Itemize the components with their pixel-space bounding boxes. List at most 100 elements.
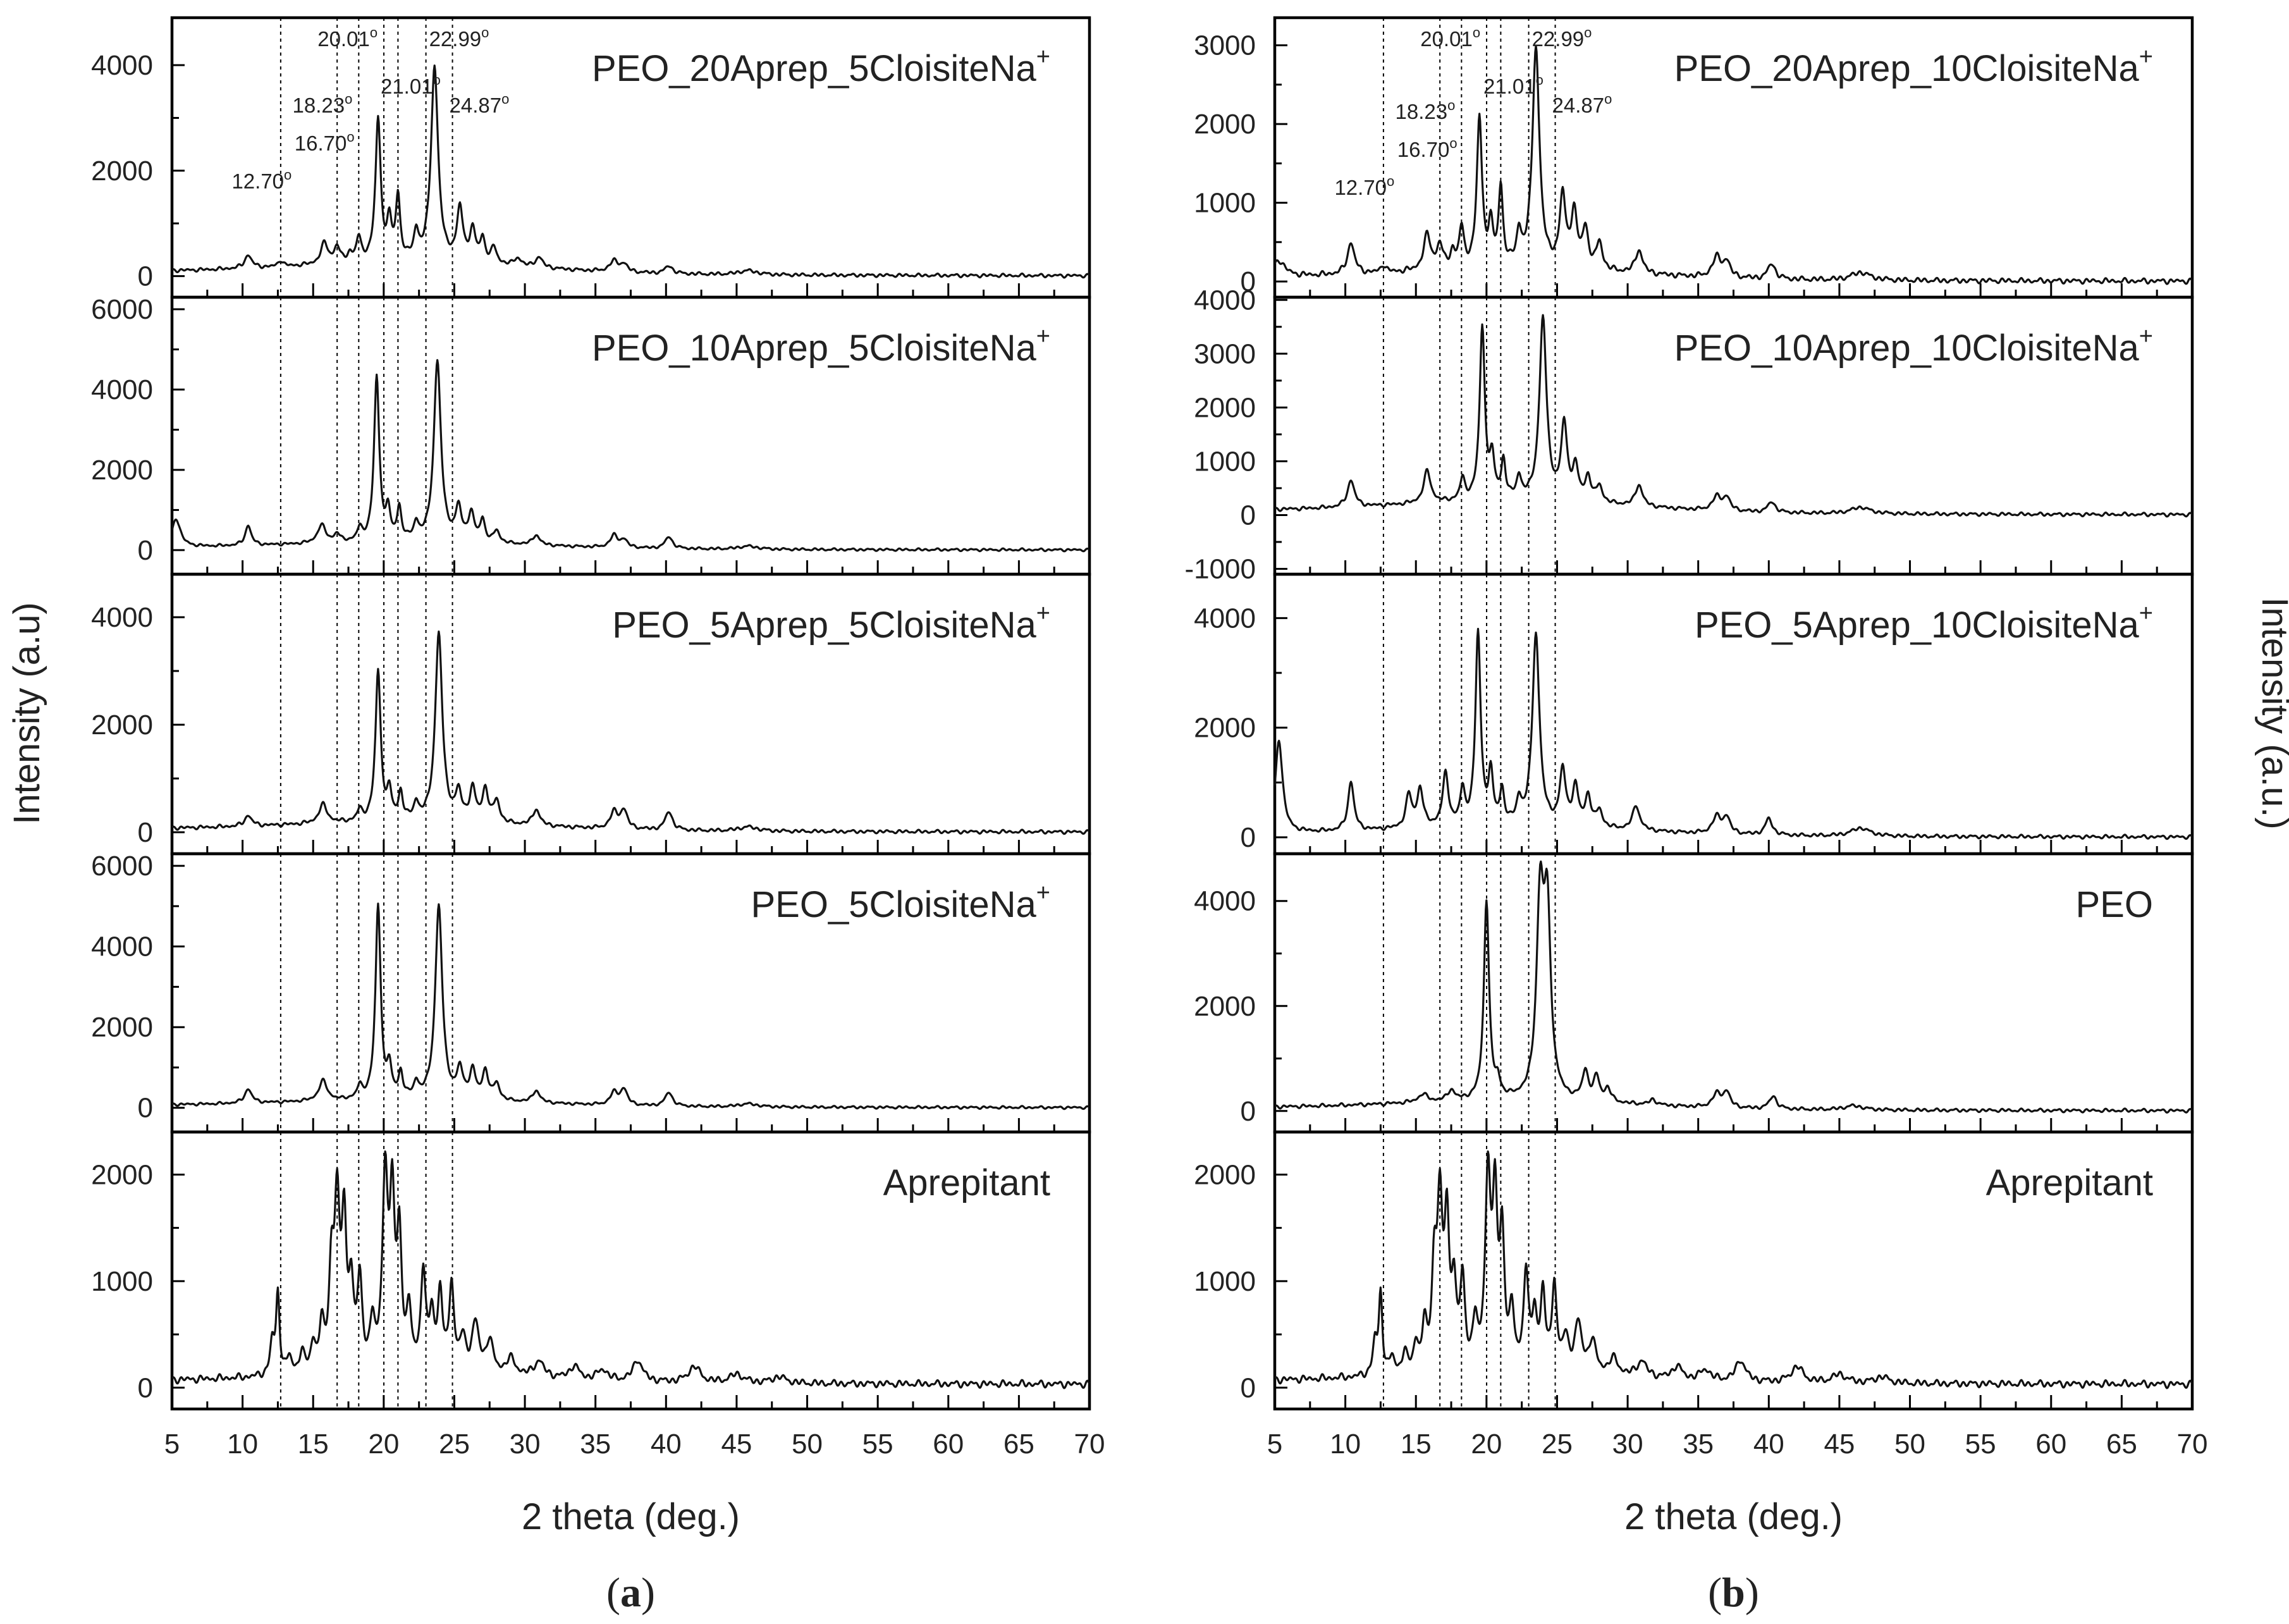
x-tick-label: 30 <box>510 1429 541 1460</box>
panel-letter-text: b <box>1722 1570 1745 1616</box>
peak-label: 21.01o <box>381 72 441 98</box>
peak-label-degree: o <box>501 91 509 107</box>
y-tick-label: 6000 <box>91 851 153 882</box>
subplot-2: -1000 0 1000 2000 3000 4000 PEO_10Aprep_10Cloi… <box>1184 285 2194 584</box>
y-tick-label: 2000 <box>1194 1159 1256 1190</box>
peak-label: 24.87o <box>1552 91 1612 117</box>
series-label: PEO_5Aprep_5CloisiteNa+ <box>612 600 1050 646</box>
panel-letter: (b) <box>1708 1570 1759 1616</box>
y-tick-label: 4000 <box>91 932 153 963</box>
x-tick-label: 45 <box>721 1429 752 1460</box>
x-tick-label: 20 <box>368 1429 399 1460</box>
series-label: PEO <box>2076 884 2154 925</box>
peak-label-degree: o <box>1473 25 1480 40</box>
peak-label: 18.23o <box>292 91 352 117</box>
peak-label-degree: o <box>1536 72 1543 88</box>
x-tick-label: 40 <box>1753 1429 1784 1460</box>
y-tick-label: 0 <box>138 535 153 566</box>
peak-label-degree: o <box>1584 25 1592 40</box>
peak-label: 16.70o <box>1397 135 1457 161</box>
x-tick-label: 20 <box>1471 1429 1502 1460</box>
y-tick-label: 0 <box>138 1372 153 1403</box>
subplot-5: 0 1000 2000 Aprepitant <box>91 1130 1091 1411</box>
y-tick-label: 0 <box>1241 500 1256 531</box>
y-tick-label: 0 <box>1241 822 1256 853</box>
subplot-4: 0 2000 4000 PEO <box>1194 852 2194 1134</box>
series-line <box>171 902 1090 1110</box>
peak-label-degree: o <box>481 25 489 40</box>
series-label-sup: + <box>1036 323 1050 350</box>
y-tick-label: 2000 <box>1194 713 1256 744</box>
series-line <box>1274 860 2194 1114</box>
peak-label-degree: o <box>1604 91 1612 107</box>
x-tick-label: 35 <box>1683 1429 1714 1460</box>
subplot-4: 0 2000 4000 6000 PEO_5CloisiteNa+ <box>91 851 1091 1134</box>
peak-label: 18.23o <box>1395 97 1455 123</box>
y-tick-label: 4000 <box>1194 886 1256 917</box>
x-tick-label: 70 <box>1074 1429 1105 1460</box>
x-axis-title: 2 theta (deg.) <box>522 1496 740 1537</box>
series-label-sup: + <box>1036 600 1050 627</box>
y-tick-label: 4000 <box>91 602 153 633</box>
y-tick-label: 0 <box>1241 1096 1256 1127</box>
peak-label-degree: o <box>1447 97 1455 113</box>
y-tick-label: 2000 <box>91 710 153 741</box>
y-tick-label: 2000 <box>91 156 153 187</box>
y-tick-label: 3000 <box>1194 338 1256 369</box>
x-tick-label: 60 <box>2035 1429 2066 1460</box>
panel-letter-close: ) <box>641 1570 655 1616</box>
peak-label: 16.70o <box>295 129 355 155</box>
y-tick-label: 0 <box>138 261 153 292</box>
y-tick-label: 4000 <box>1194 285 1256 316</box>
x-tick-label: 50 <box>1894 1429 1925 1460</box>
series-line <box>171 359 1090 553</box>
panel-letter-open: ( <box>1708 1570 1722 1616</box>
series-line <box>1273 627 2194 840</box>
x-tick-label: 25 <box>1542 1429 1573 1460</box>
series-label: PEO_10Aprep_10CloisiteNa+ <box>1674 323 2153 369</box>
x-tick-label: 65 <box>2106 1429 2137 1460</box>
y-tick-label: -1000 <box>1184 553 1256 584</box>
x-tick-label: 15 <box>298 1429 329 1460</box>
peak-label: 20.01o <box>317 25 377 51</box>
peak-label: 12.70o <box>1334 173 1394 199</box>
peak-label: 12.70o <box>231 167 291 193</box>
x-tick-label: 60 <box>933 1429 964 1460</box>
series-line <box>171 631 1091 835</box>
x-tick-label: 10 <box>227 1429 258 1460</box>
series-line <box>1273 44 2194 285</box>
x-tick-label: 35 <box>580 1429 611 1460</box>
y-tick-label: 6000 <box>91 294 153 325</box>
peak-label: 20.01o <box>1420 25 1480 51</box>
y-tick-label: 1000 <box>1194 446 1256 477</box>
panel-letter-text: a <box>620 1570 641 1616</box>
y-tick-label: 4000 <box>1194 603 1256 634</box>
series-label: PEO_5CloisiteNa+ <box>751 880 1050 925</box>
series-label-sup: + <box>2139 600 2153 627</box>
subplot-3: 0 2000 4000 PEO_5Aprep_10CloisiteNa+ <box>1194 572 2194 856</box>
peak-label-degree: o <box>433 72 441 88</box>
peak-label-degree: o <box>345 91 352 107</box>
x-tick-label: 45 <box>1824 1429 1855 1460</box>
series-label: PEO_20Aprep_5CloisiteNa+ <box>592 44 1050 89</box>
y-tick-label: 2000 <box>91 1012 153 1043</box>
y-tick-label: 2000 <box>1194 991 1256 1022</box>
y-axis-title: Intensity (a.u.) <box>2254 597 2289 829</box>
x-tick-label: 30 <box>1612 1429 1643 1460</box>
series-label: PEO_10Aprep_5CloisiteNa+ <box>592 323 1050 369</box>
peak-label: 22.99o <box>1532 25 1592 51</box>
y-tick-label: 4000 <box>91 50 153 81</box>
peak-label: 24.87o <box>450 91 510 117</box>
x-tick-label: 5 <box>164 1429 180 1460</box>
series-label-sup: + <box>2139 323 2153 350</box>
peak-label-degree: o <box>1387 173 1394 189</box>
x-tick-label: 15 <box>1401 1429 1432 1460</box>
peak-label-degree: o <box>1449 135 1457 151</box>
y-tick-label: 1000 <box>91 1266 153 1297</box>
y-tick-label: 0 <box>138 817 153 848</box>
x-tick-label: 70 <box>2177 1429 2208 1460</box>
panel-letter-close: ) <box>1745 1570 1759 1616</box>
series-label: PEO_5Aprep_10CloisiteNa+ <box>1695 600 2153 646</box>
series-label: Aprepitant <box>1986 1162 2153 1203</box>
y-tick-label: 1000 <box>1194 188 1256 219</box>
